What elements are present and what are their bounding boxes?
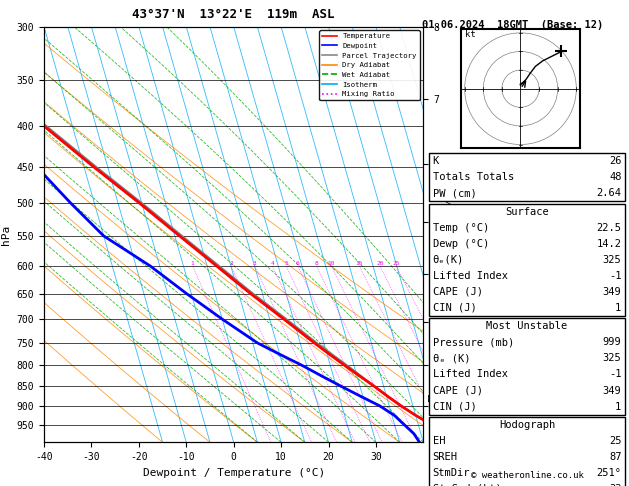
Text: Most Unstable: Most Unstable	[486, 321, 567, 331]
Text: 8: 8	[314, 261, 318, 266]
Text: -1: -1	[609, 271, 621, 281]
Text: θₑ(K): θₑ(K)	[433, 255, 464, 265]
Text: Hodograph: Hodograph	[499, 420, 555, 430]
Text: -1: -1	[609, 369, 621, 380]
Text: 33: 33	[609, 484, 621, 486]
Text: 1: 1	[615, 303, 621, 313]
Text: CAPE (J): CAPE (J)	[433, 287, 482, 297]
Text: θₑ (K): θₑ (K)	[433, 353, 470, 364]
Text: 87: 87	[609, 452, 621, 462]
Text: 25: 25	[609, 436, 621, 446]
Text: 15: 15	[355, 261, 363, 266]
Text: CAPE (J): CAPE (J)	[433, 385, 482, 396]
Text: 20: 20	[376, 261, 384, 266]
Text: 349: 349	[603, 385, 621, 396]
Text: Totals Totals: Totals Totals	[433, 172, 514, 182]
Text: 14.2: 14.2	[596, 239, 621, 249]
Text: 10: 10	[328, 261, 335, 266]
Text: Temp (°C): Temp (°C)	[433, 223, 489, 233]
Text: StmDir: StmDir	[433, 468, 470, 478]
Text: Dewp (°C): Dewp (°C)	[433, 239, 489, 249]
Y-axis label: km
ASL: km ASL	[455, 213, 473, 235]
Text: 4: 4	[270, 261, 274, 266]
Legend: Temperature, Dewpoint, Parcel Trajectory, Dry Adiabat, Wet Adiabat, Isotherm, Mi: Temperature, Dewpoint, Parcel Trajectory…	[320, 30, 420, 100]
Text: © weatheronline.co.uk: © weatheronline.co.uk	[470, 471, 584, 480]
Text: LCL: LCL	[428, 395, 443, 404]
Text: 999: 999	[603, 337, 621, 347]
Text: 6: 6	[296, 261, 299, 266]
Y-axis label: hPa: hPa	[1, 225, 11, 244]
Text: PW (cm): PW (cm)	[433, 188, 476, 198]
Text: Lifted Index: Lifted Index	[433, 369, 508, 380]
Text: 2.64: 2.64	[596, 188, 621, 198]
Text: 26: 26	[609, 156, 621, 166]
Title: 43°37'N  13°22'E  119m  ASL: 43°37'N 13°22'E 119m ASL	[133, 8, 335, 21]
Text: 22.5: 22.5	[596, 223, 621, 233]
Text: Pressure (mb): Pressure (mb)	[433, 337, 514, 347]
Text: StmSpd (kt): StmSpd (kt)	[433, 484, 501, 486]
Text: 325: 325	[603, 255, 621, 265]
Text: K: K	[433, 156, 439, 166]
Text: 5: 5	[284, 261, 288, 266]
Text: 349: 349	[603, 287, 621, 297]
Text: CIN (J): CIN (J)	[433, 303, 476, 313]
Text: kt: kt	[465, 30, 476, 38]
Text: 251°: 251°	[596, 468, 621, 478]
X-axis label: Dewpoint / Temperature (°C): Dewpoint / Temperature (°C)	[143, 468, 325, 478]
Text: 48: 48	[609, 172, 621, 182]
Text: Lifted Index: Lifted Index	[433, 271, 508, 281]
Text: 1: 1	[615, 401, 621, 412]
Text: EH: EH	[433, 436, 445, 446]
Text: 1: 1	[191, 261, 194, 266]
Text: Mixing Ratio (g/kg): Mixing Ratio (g/kg)	[447, 183, 456, 286]
Text: CIN (J): CIN (J)	[433, 401, 476, 412]
Text: SREH: SREH	[433, 452, 457, 462]
Text: 325: 325	[603, 353, 621, 364]
Text: 3: 3	[253, 261, 257, 266]
Text: 25: 25	[392, 261, 400, 266]
Text: Surface: Surface	[505, 207, 549, 217]
Text: 01.06.2024  18GMT  (Base: 12): 01.06.2024 18GMT (Base: 12)	[422, 20, 603, 31]
Text: 2: 2	[229, 261, 233, 266]
